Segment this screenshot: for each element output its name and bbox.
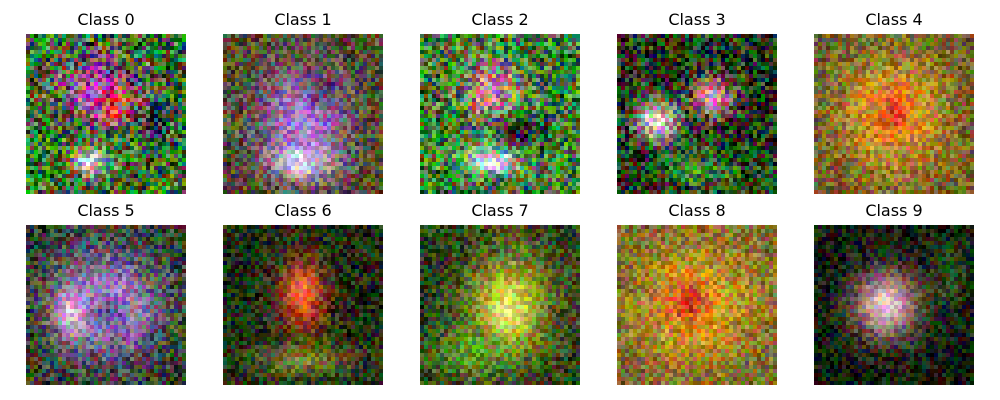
panel-title: Class 0 [77,10,135,29]
class-image [420,225,580,385]
class-panel-5: Class 5 [26,200,186,390]
class-image [814,34,974,194]
panel-title: Class 5 [77,201,135,220]
panel-title: Class 1 [274,10,332,29]
class-panel-1: Class 1 [223,9,383,199]
class-image [814,225,974,385]
class-image [223,225,383,385]
class-image [26,34,186,194]
panel-title: Class 2 [471,10,529,29]
class-image [223,34,383,194]
class-image [420,34,580,194]
class-panel-8: Class 8 [617,200,777,390]
panel-title: Class 9 [865,201,923,220]
panel-title: Class 6 [274,201,332,220]
class-panel-9: Class 9 [814,200,974,390]
class-panel-3: Class 3 [617,9,777,199]
class-panel-6: Class 6 [223,200,383,390]
class-image [617,225,777,385]
class-image [617,34,777,194]
panel-title: Class 4 [865,10,923,29]
class-image [26,225,186,385]
panel-title: Class 7 [471,201,529,220]
class-panel-0: Class 0 [26,9,186,199]
panel-title: Class 8 [668,201,726,220]
panel-title: Class 3 [668,10,726,29]
class-panel-7: Class 7 [420,200,580,390]
class-panel-2: Class 2 [420,9,580,199]
class-panel-4: Class 4 [814,9,974,199]
